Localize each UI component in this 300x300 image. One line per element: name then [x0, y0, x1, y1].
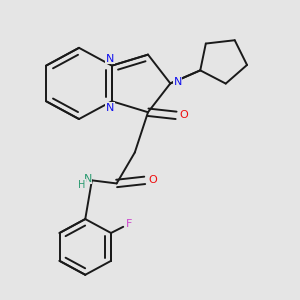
Text: N: N [106, 103, 114, 113]
Text: F: F [126, 219, 132, 229]
Text: N: N [83, 174, 92, 184]
Text: N: N [173, 77, 182, 87]
Text: O: O [179, 110, 188, 120]
Text: O: O [148, 176, 157, 185]
Text: H: H [78, 180, 85, 190]
Text: N: N [106, 54, 114, 64]
